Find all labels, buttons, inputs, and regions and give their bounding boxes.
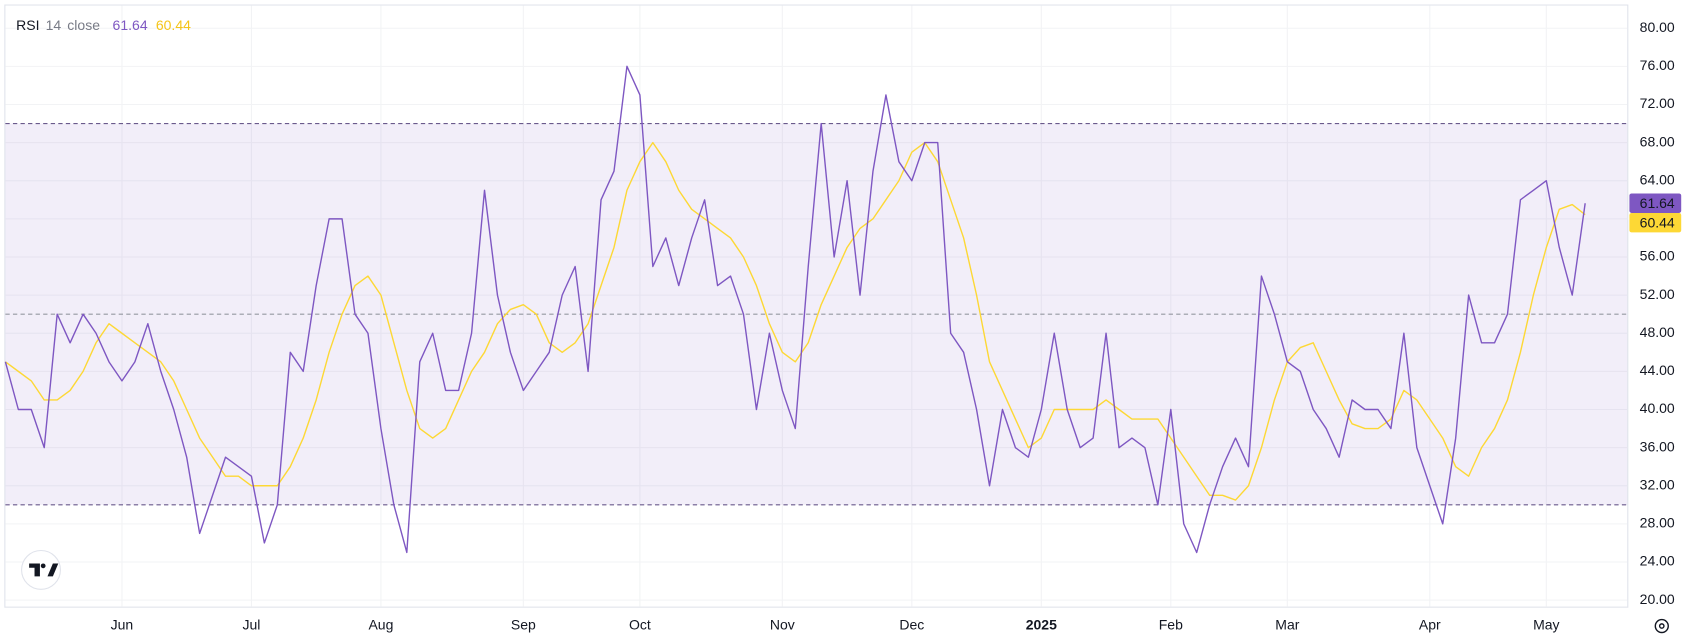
legend: RSI 14 close 61.64 60.44: [16, 17, 191, 33]
x-tick-label: Nov: [770, 617, 795, 633]
y-tick-label: 32.00: [1640, 476, 1675, 492]
gear[interactable]: [1654, 618, 1669, 634]
series-line: [4, 141, 1586, 501]
x-tick-label: Oct: [629, 617, 651, 633]
marks: [4, 65, 1586, 554]
y-tick-label: 48.00: [1640, 324, 1675, 340]
axes: 20.00 24.00 28.00 32.00 36.00 40.00 44.00 48.00…: [111, 19, 1682, 633]
y-tick-label: 44.00: [1640, 362, 1675, 378]
x-tick-label: Jul: [242, 617, 260, 633]
y-tick-label: 80.00: [1640, 19, 1675, 35]
indicator-source: close: [67, 17, 100, 33]
grid: [5, 5, 1628, 607]
x-tick-label: Aug: [368, 617, 393, 633]
last-value-label: 61.64: [1640, 195, 1675, 211]
x-tick-label: Apr: [1419, 617, 1441, 633]
x-tick-label: Feb: [1159, 617, 1183, 633]
y-tick-label: 40.00: [1640, 400, 1675, 416]
y-tick-label: 52.00: [1640, 286, 1675, 302]
plot-border: [4, 4, 1629, 608]
legend-value: 60.44: [156, 17, 191, 33]
logo-circle[interactable]: [21, 549, 61, 590]
indicator-length: 14: [46, 17, 62, 33]
y-tick-label: 68.00: [1640, 133, 1675, 149]
x-tick-label: Dec: [899, 617, 924, 633]
logo-mark[interactable]: [29, 563, 59, 577]
y-tick-label: 20.00: [1640, 591, 1675, 607]
x-tick-label: 2025: [1026, 617, 1057, 633]
x-tick-label: Jun: [111, 617, 134, 633]
y-tick-label: 76.00: [1640, 57, 1675, 73]
gear-center[interactable]: [1658, 623, 1665, 629]
series-line: [4, 65, 1586, 554]
indicator-name: RSI: [16, 17, 39, 33]
y-tick-label: 72.00: [1640, 95, 1675, 111]
y-tick-label: 56.00: [1640, 248, 1675, 264]
last-value-badge: [1629, 193, 1682, 213]
settings-icon[interactable]: [1654, 618, 1669, 634]
last-value-badge: [1629, 212, 1682, 233]
y-tick-label: 64.00: [1640, 171, 1675, 187]
last-value-label: 60.44: [1640, 214, 1675, 230]
y-tick-label: 28.00: [1640, 515, 1675, 531]
x-tick-label: Mar: [1275, 617, 1299, 633]
x-tick-label: Sep: [511, 617, 536, 633]
legend-value: 61.64: [113, 17, 148, 33]
y-tick-label: 36.00: [1640, 438, 1675, 454]
x-tick-label: May: [1533, 617, 1559, 633]
y-tick-label: 24.00: [1640, 553, 1675, 569]
tradingview-logo[interactable]: [21, 549, 61, 590]
